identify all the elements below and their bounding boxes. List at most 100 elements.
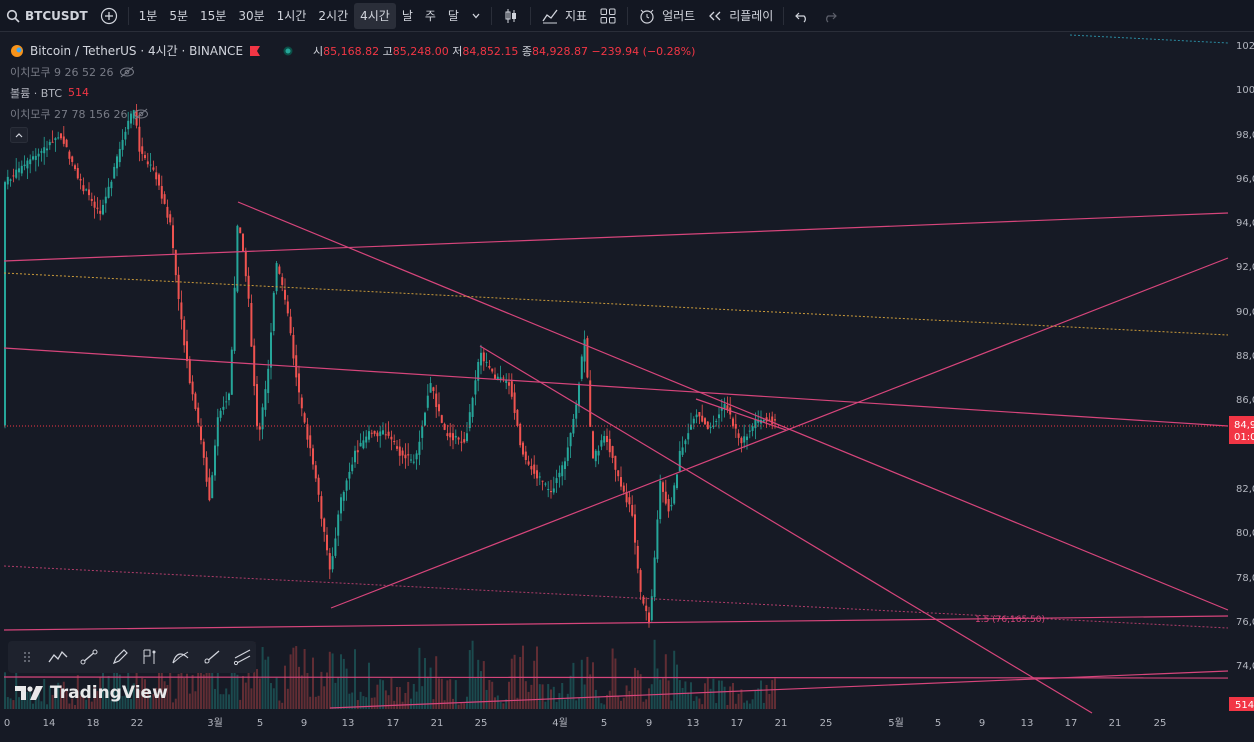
candle-body bbox=[550, 491, 552, 493]
candle-body bbox=[502, 377, 505, 379]
legend-ichimoku-1[interactable]: 이치모쿠 9 26 52 26 bbox=[10, 61, 695, 82]
measure-tool[interactable] bbox=[137, 644, 164, 670]
interval-week[interactable]: 주 bbox=[424, 9, 436, 23]
volume-bar bbox=[219, 694, 222, 709]
interval-15m[interactable]: 15분 bbox=[200, 9, 227, 23]
legend-ichimoku-2[interactable]: 이치모쿠 27 78 156 26 bbox=[10, 103, 695, 124]
volume-bar bbox=[365, 697, 368, 709]
interval-day[interactable]: 날 bbox=[401, 9, 413, 23]
layouts-button[interactable] bbox=[593, 0, 623, 32]
candle-body bbox=[370, 432, 373, 434]
trend-line bbox=[3, 615, 1229, 631]
candle-body bbox=[264, 389, 267, 410]
tradingview-logo[interactable]: TradingView bbox=[14, 683, 168, 703]
pattern-tool[interactable] bbox=[45, 644, 72, 670]
eye-hidden-icon[interactable] bbox=[133, 108, 149, 120]
trend-line bbox=[3, 347, 1229, 427]
undo-button[interactable] bbox=[788, 0, 816, 32]
ray-tool[interactable] bbox=[199, 644, 226, 670]
eye-hidden-icon[interactable] bbox=[119, 66, 135, 78]
volume-bar bbox=[127, 653, 130, 709]
candle-body bbox=[169, 214, 172, 223]
drag-handle[interactable] bbox=[14, 644, 41, 670]
interval-5m[interactable]: 5분 bbox=[169, 9, 189, 23]
interval-30m[interactable]: 30분 bbox=[238, 9, 265, 23]
open-value: 85,168.82 bbox=[323, 44, 380, 58]
time-tick-label: 17 bbox=[731, 718, 744, 729]
volume-bar bbox=[200, 665, 202, 709]
interval-2h[interactable]: 2시간 bbox=[318, 9, 349, 23]
interval-1m[interactable]: 1분 bbox=[138, 9, 158, 23]
candle-body bbox=[326, 534, 328, 551]
candle-body bbox=[499, 377, 502, 380]
candle-body bbox=[102, 204, 104, 215]
volume-bar bbox=[370, 697, 373, 709]
channel-tool[interactable] bbox=[229, 644, 256, 670]
compare-button[interactable] bbox=[94, 0, 124, 32]
shape-tool[interactable] bbox=[168, 644, 195, 670]
interval-1h[interactable]: 1시간 bbox=[276, 9, 307, 23]
interval-month[interactable]: 달 bbox=[447, 9, 459, 23]
volume-bar bbox=[589, 674, 592, 709]
candle-body bbox=[348, 471, 351, 479]
chevron-up-icon[interactable] bbox=[10, 126, 28, 143]
volume-bar bbox=[116, 668, 118, 709]
volume-bar bbox=[617, 696, 620, 709]
dotted-line bbox=[1069, 34, 1229, 44]
candle-body bbox=[116, 156, 118, 169]
candle-body bbox=[687, 433, 690, 440]
legend-volume[interactable]: 볼륨 · BTC 514 bbox=[10, 82, 695, 103]
volume-bar bbox=[754, 690, 757, 709]
volume-bar bbox=[477, 659, 480, 709]
legend-title[interactable]: Bitcoin / TetherUS · 4시간 · BINANCE bbox=[30, 44, 244, 58]
volume-bar bbox=[558, 693, 561, 709]
legend-collapse[interactable] bbox=[10, 124, 695, 145]
candle-body bbox=[60, 133, 62, 139]
interval-dropdown[interactable] bbox=[465, 0, 487, 32]
candle-body bbox=[356, 450, 359, 453]
redo-button[interactable] bbox=[816, 0, 844, 32]
replay-button[interactable]: 리플레이 bbox=[701, 0, 779, 32]
candle-body bbox=[15, 169, 18, 178]
candle-body bbox=[177, 274, 180, 300]
price-axis[interactable]: 102,0 100,0 98,0 96,0 94,0 92,0 90,0 88,0 86,0 82… bbox=[1236, 41, 1254, 672]
volume-bar bbox=[79, 695, 82, 709]
candle-body bbox=[415, 453, 418, 460]
symbol-search[interactable]: BTCUSDT bbox=[0, 0, 94, 32]
brush-tool[interactable] bbox=[106, 644, 133, 670]
volume-bar bbox=[323, 686, 326, 709]
rewind-icon bbox=[709, 11, 721, 20]
candle-body bbox=[446, 433, 449, 437]
volume-bar bbox=[144, 679, 146, 709]
volume-bar bbox=[4, 672, 6, 709]
volume-bar bbox=[760, 680, 762, 709]
flag-icon[interactable] bbox=[249, 45, 261, 57]
trend-line-tool[interactable] bbox=[76, 644, 103, 670]
chart-type-button[interactable] bbox=[496, 0, 526, 32]
volume-bar bbox=[197, 663, 200, 709]
alert-button[interactable]: 얼러트 bbox=[632, 0, 701, 32]
volume-bar bbox=[639, 674, 642, 709]
time-axis[interactable]: 0 14 18 22 3월 5 9 13 17 21 25 4월 5 9 13 17 21 25 5월 5 9 13 17 2… bbox=[4, 717, 1167, 729]
volume-bar bbox=[356, 700, 359, 709]
candle-body bbox=[698, 412, 701, 417]
candle-body bbox=[12, 175, 15, 177]
candle-body bbox=[404, 454, 407, 459]
candle-body bbox=[340, 497, 342, 514]
price-chart[interactable]: 1.5 (76,165.50) 102,0100,098,096,094,092… bbox=[0, 33, 1254, 738]
volume-bar bbox=[6, 697, 9, 709]
trend-lines bbox=[3, 34, 1229, 714]
candle-body bbox=[354, 450, 356, 463]
candle-body bbox=[121, 139, 124, 150]
chart-area[interactable]: 1.5 (76,165.50) 102,0100,098,096,094,092… bbox=[0, 33, 1254, 738]
price-tick-label: 92,0 bbox=[1236, 262, 1254, 273]
candle-body bbox=[331, 556, 334, 570]
candle-body bbox=[706, 421, 709, 429]
candle-body bbox=[292, 334, 295, 359]
volume-bar bbox=[32, 703, 34, 709]
price-tick-label: 86,0 bbox=[1236, 395, 1254, 406]
interval-4h[interactable]: 4시간 bbox=[354, 2, 396, 29]
candle-body bbox=[508, 382, 510, 386]
indicators-button[interactable]: 지표 bbox=[535, 0, 593, 32]
volume-bar bbox=[774, 678, 776, 709]
